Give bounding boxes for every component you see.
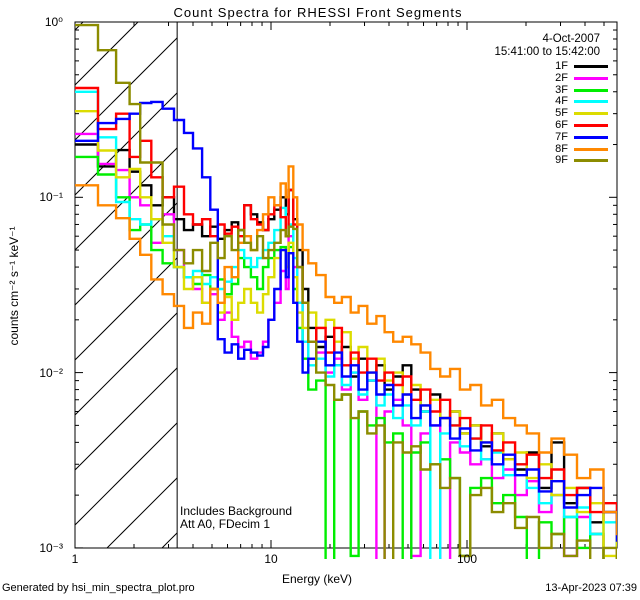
legend-entry-label: 5F — [555, 107, 568, 120]
legend-entry-label: 9F — [555, 154, 568, 167]
x-tick-label-100: 100 — [456, 552, 478, 566]
hatch-line — [75, 367, 178, 471]
x-axis-label: Energy (keV) — [281, 572, 353, 586]
annotation-attenuator: Att A0, FDecim 1 — [180, 517, 271, 531]
legend-entry-4f: 4F — [0, 95, 640, 107]
legend-swatch — [574, 100, 608, 104]
x-tick-label-1: 1 — [71, 552, 79, 566]
legend-swatch — [574, 88, 608, 92]
legend-entry-6f: 6F — [0, 119, 640, 131]
legend-entry-label: 6F — [555, 119, 568, 131]
y-tick-label-1e-3: 10⁻³ — [39, 541, 63, 555]
series-2F-line — [75, 132, 617, 559]
legend-entry-8f: 8F — [0, 143, 640, 155]
x-tick-label-10: 10 — [264, 552, 278, 566]
hatch-line — [75, 22, 139, 86]
legend-swatch — [574, 76, 608, 80]
legend-entry-label: 3F — [555, 83, 568, 96]
series-1F-line — [75, 143, 617, 558]
legend-time-range: 15:41:00 to 15:42:00 — [494, 46, 600, 58]
hatch-line — [75, 422, 178, 526]
hatch-line — [75, 37, 178, 141]
legend-date: 4-Oct-2007 — [542, 33, 600, 45]
annotation-includes-background: Includes Background — [180, 504, 293, 518]
legend-entry-2f: 2F — [0, 72, 640, 84]
y-tick-label-1e0: 10⁰ — [44, 15, 63, 29]
legend-entry-7f: 7F — [0, 131, 640, 143]
series-9F-line — [75, 23, 617, 559]
hatch-line — [75, 312, 178, 416]
legend-swatch — [574, 124, 608, 127]
legend-entry-3f: 3F — [0, 84, 640, 96]
legend-swatch — [574, 65, 608, 68]
hatch-line — [75, 147, 178, 251]
plot-frame — [74, 21, 618, 549]
y-tick-label-1e-2: 10⁻² — [39, 366, 63, 380]
legend-swatch — [574, 147, 608, 151]
hatch-line — [106, 477, 178, 548]
legend-swatch — [574, 112, 608, 116]
legend-entry-1f: 1F — [0, 60, 640, 72]
y-axis-label: counts cm⁻² s⁻¹ keV⁻¹ — [7, 226, 21, 346]
hatch-line — [75, 257, 178, 361]
hatch-region — [75, 22, 178, 548]
series-8F-line — [75, 165, 617, 536]
legend-entry-label: 7F — [555, 130, 568, 143]
y-tick-label-1e-1: 10⁻¹ — [39, 190, 63, 204]
plot-title: Count Spectra for RHESSI Front Segments — [173, 5, 463, 20]
legend-entry-label: 2F — [555, 71, 568, 84]
legend-swatch — [574, 135, 608, 139]
legend-entry-label: 4F — [555, 95, 568, 108]
hatch-line — [75, 92, 178, 196]
legend-entry-label: 8F — [555, 142, 568, 155]
series-7F-line — [75, 100, 617, 542]
series-6F-line — [75, 86, 617, 530]
legend-entry-5f: 5F — [0, 107, 640, 119]
footer-generated-timestamp: 13-Apr-2023 07:39 — [545, 582, 637, 594]
footer-program-name: Generated by hsi_min_spectra_plot.pro — [2, 582, 195, 594]
legend-entry-label: 1F — [555, 60, 568, 72]
legend-entry-9f: 9F — [0, 154, 640, 166]
legend-swatch — [574, 159, 608, 163]
